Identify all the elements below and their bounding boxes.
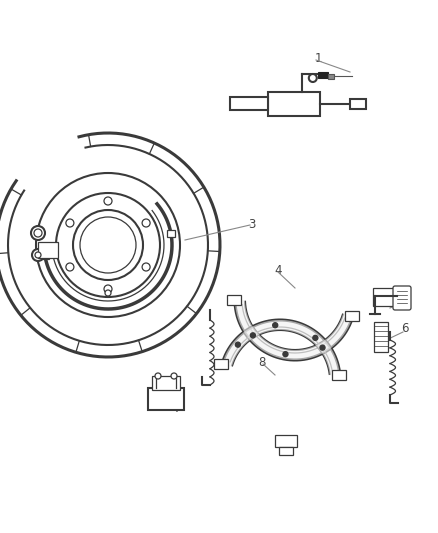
Text: 1: 1: [314, 52, 322, 64]
Circle shape: [34, 229, 42, 237]
Circle shape: [31, 226, 45, 240]
Bar: [374, 322, 388, 352]
Polygon shape: [222, 320, 340, 376]
Circle shape: [142, 219, 150, 227]
Circle shape: [142, 263, 150, 271]
Text: 8: 8: [258, 356, 266, 368]
Text: 2: 2: [251, 101, 259, 114]
Bar: [38, 242, 58, 258]
Circle shape: [171, 373, 177, 379]
Circle shape: [35, 252, 41, 258]
FancyBboxPatch shape: [83, 220, 133, 270]
Text: 5: 5: [401, 292, 409, 304]
Circle shape: [235, 342, 240, 347]
Text: 7: 7: [174, 401, 182, 415]
Circle shape: [36, 173, 180, 317]
Bar: [152, 376, 180, 390]
Circle shape: [155, 373, 161, 379]
Circle shape: [251, 333, 255, 338]
Bar: [275, 435, 297, 447]
Bar: [167, 230, 175, 237]
Circle shape: [104, 285, 112, 293]
FancyBboxPatch shape: [214, 359, 228, 369]
Bar: [318, 72, 328, 78]
FancyBboxPatch shape: [393, 286, 411, 310]
FancyBboxPatch shape: [227, 295, 241, 305]
Circle shape: [73, 210, 143, 280]
Circle shape: [283, 352, 288, 357]
Text: 6: 6: [401, 321, 409, 335]
Circle shape: [309, 74, 317, 82]
FancyBboxPatch shape: [332, 370, 346, 380]
FancyBboxPatch shape: [345, 311, 359, 320]
Circle shape: [66, 263, 74, 271]
Bar: [279, 447, 293, 455]
Circle shape: [80, 217, 136, 273]
Polygon shape: [235, 300, 353, 360]
Bar: [350, 99, 366, 109]
Circle shape: [66, 219, 74, 227]
Bar: [268, 92, 320, 116]
Text: 3: 3: [248, 219, 256, 231]
Bar: [328, 74, 334, 79]
Circle shape: [104, 197, 112, 205]
Circle shape: [105, 290, 111, 296]
Text: 4: 4: [274, 263, 282, 277]
Bar: [230, 98, 268, 110]
Circle shape: [273, 322, 278, 328]
Circle shape: [320, 345, 325, 350]
Bar: [148, 388, 184, 410]
Bar: [373, 288, 397, 306]
Circle shape: [56, 193, 160, 297]
Circle shape: [32, 249, 44, 261]
Bar: [41, 252, 49, 259]
Circle shape: [313, 335, 318, 341]
